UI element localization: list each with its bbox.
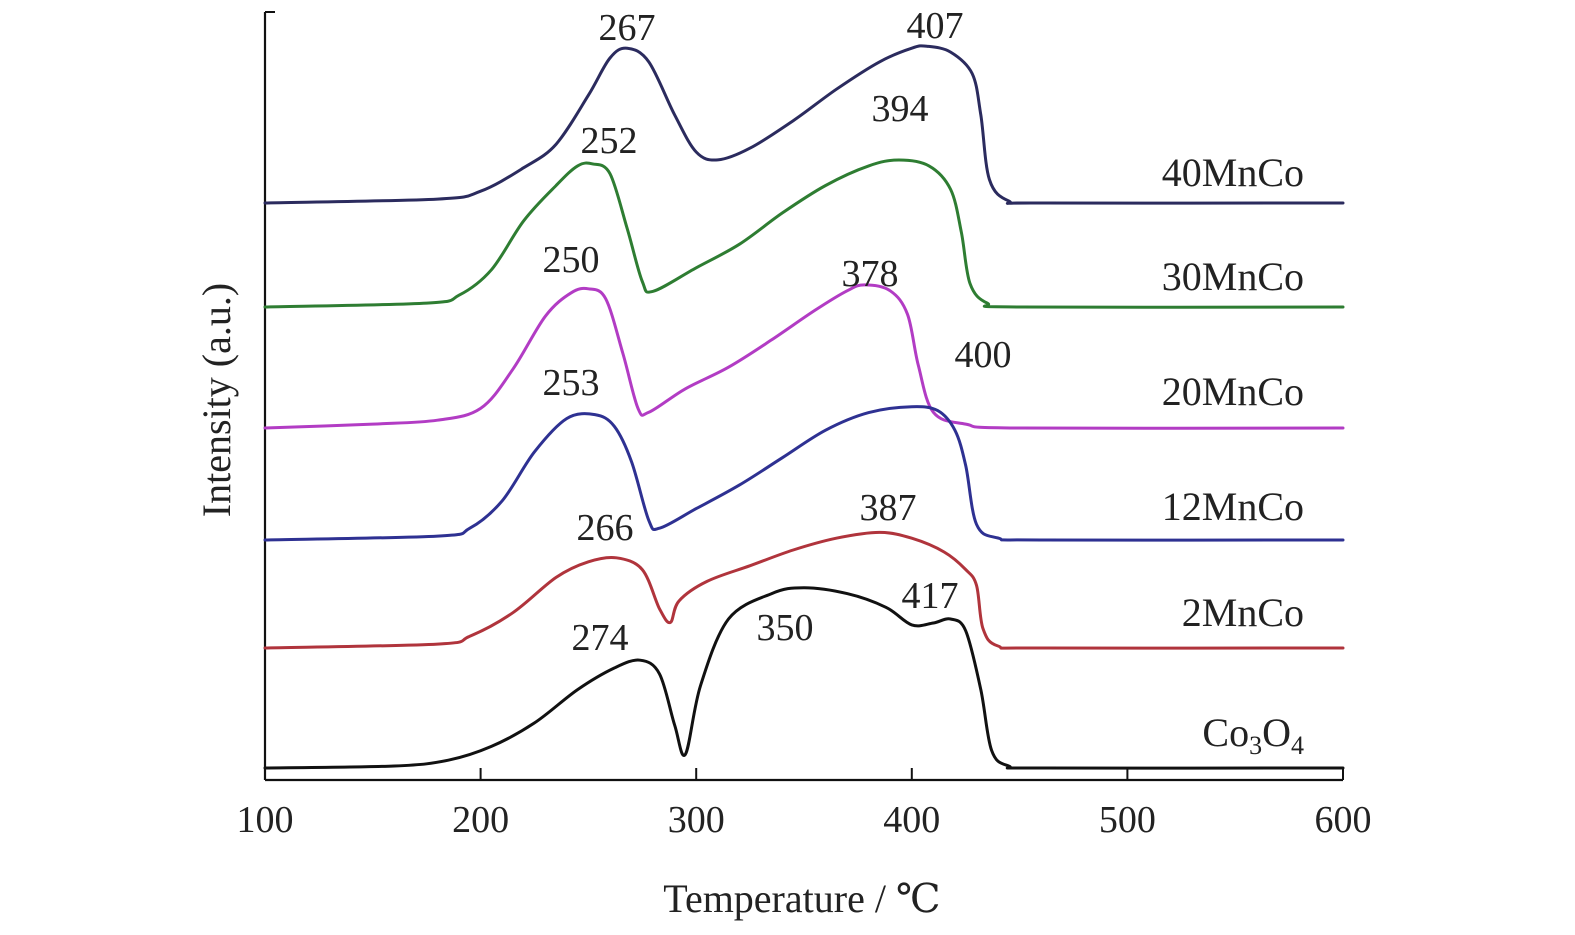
peak-label-CoO-274: 274 — [572, 617, 629, 659]
series-line-30MnCo — [263, 158, 1345, 309]
peak-label-20MnCo-378: 378 — [842, 253, 899, 295]
x-tick-label-500: 500 — [1099, 799, 1156, 841]
peak-label-30MnCo-394: 394 — [872, 88, 929, 130]
x-tick-label-400: 400 — [883, 799, 940, 841]
series-line-CoO — [263, 586, 1345, 770]
series-line-2MnCo — [263, 530, 1345, 650]
peak-label-2MnCo-387: 387 — [860, 487, 917, 529]
series-line-12MnCo — [263, 405, 1345, 542]
series-label-30MnCo: 30MnCo — [1162, 254, 1304, 299]
x-tick-label-100: 100 — [237, 799, 294, 841]
x-tick-label-600: 600 — [1315, 799, 1372, 841]
x-axis-title: Temperature / ℃ — [663, 876, 940, 921]
peak-label-40MnCo-407: 407 — [907, 5, 964, 47]
peak-label-12MnCo-400: 400 — [955, 334, 1012, 376]
x-tick-label-300: 300 — [668, 799, 725, 841]
peak-label-CoO-417: 417 — [902, 575, 959, 617]
x-tick-label-200: 200 — [452, 799, 509, 841]
curves — [263, 44, 1345, 770]
series-line-40MnCo — [263, 44, 1345, 205]
peak-label-20MnCo-250: 250 — [543, 239, 600, 281]
series-label-2MnCo: 2MnCo — [1182, 590, 1304, 635]
series-label-20MnCo: 20MnCo — [1162, 369, 1304, 414]
peak-label-2MnCo-266: 266 — [577, 507, 634, 549]
axes: 100 200 300 400 500 600 — [237, 11, 1372, 841]
peak-label-12MnCo-253: 253 — [543, 362, 600, 404]
series-line-20MnCo — [263, 283, 1345, 430]
peak-label-30MnCo-252: 252 — [581, 120, 638, 162]
peak-label-CoO-350: 350 — [757, 607, 814, 649]
y-axis-title: Intensity (a.u.) — [194, 283, 239, 517]
series-label-40MnCo: 40MnCo — [1162, 150, 1304, 195]
series-label-CoO: Co3O4 — [1202, 710, 1304, 760]
series-label-12MnCo: 12MnCo — [1162, 484, 1304, 529]
peak-label-40MnCo-267: 267 — [599, 7, 656, 49]
labels: 40MnCo 30MnCo 20MnCo 12MnCo 2MnCo Co3O4 267 407… — [543, 5, 1305, 760]
